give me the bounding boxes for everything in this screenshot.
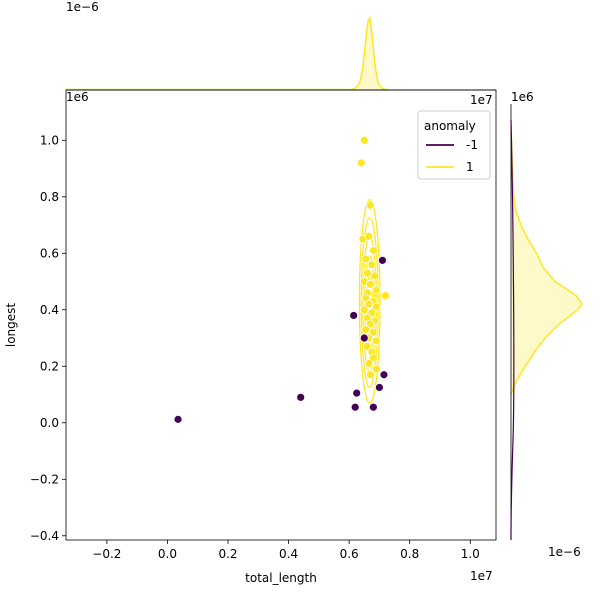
right-marginal-density-line [510, 126, 583, 395]
x-tick-label: 0.8 [400, 547, 419, 561]
top-marginal-x-offset-label: 1e7 [470, 93, 493, 107]
y-axis-title: longest [4, 303, 18, 348]
scatter-point-normal [367, 308, 377, 317]
x-axis-offset-label: 1e7 [470, 569, 493, 583]
scatter-point-normal [381, 291, 390, 301]
legend: anomaly -1 1 [417, 110, 491, 180]
scatter-points [173, 135, 390, 424]
y-tick-label: 0.2 [40, 359, 59, 373]
scatter-point-anomaly [378, 255, 387, 265]
right-marginal-y-offset-label: 1e6 [511, 90, 534, 104]
scatter-point-normal [359, 305, 369, 315]
x-axis-title: total_length [245, 571, 317, 585]
scatter-point-normal [361, 325, 371, 334]
scatter-point-normal [365, 200, 375, 210]
kde-contour [358, 198, 381, 404]
y-axis-ticks: −0.4 −0.2 0.0 0.2 0.4 0.6 0.8 1.0 [30, 133, 66, 543]
top-marginal-density-line [66, 15, 389, 91]
x-axis-ticks: −0.2 0.0 0.2 0.4 0.6 0.8 1.0 [92, 540, 480, 561]
scatter-point-normal [362, 268, 372, 278]
y-tick-label: −0.2 [30, 472, 59, 486]
scatter-point-normal [371, 302, 381, 312]
x-tick-label: 0.4 [279, 547, 298, 561]
y-tick-label: 0.8 [40, 190, 59, 204]
scatter-point-anomaly [352, 388, 362, 398]
scatter-point-normal [362, 342, 372, 351]
y-tick-label: 1.0 [40, 133, 59, 147]
y-tick-label: 0.4 [40, 303, 59, 317]
x-tick-label: 0.2 [218, 547, 237, 561]
x-tick-label: 1.0 [461, 547, 480, 561]
scatter-point-anomaly [173, 414, 183, 424]
scatter-point-anomaly [350, 402, 360, 412]
scatter-point-normal [364, 231, 374, 241]
scatter-point-anomaly [296, 392, 306, 402]
scatter-point-normal [371, 285, 381, 295]
scatter-point-normal [359, 135, 369, 145]
legend-label-neg1: -1 [466, 138, 478, 152]
right-marginal-density-fill [511, 126, 582, 395]
scatter-point-normal [367, 260, 377, 269]
scatter-point-normal [371, 336, 381, 346]
scatter-point-normal [364, 359, 374, 368]
kde-contour [360, 217, 379, 389]
scatter-point-anomaly [349, 311, 359, 320]
top-marginal-density-fill [349, 18, 389, 90]
x-tick-label: 0.6 [340, 547, 359, 561]
scatter-point-anomaly [375, 383, 384, 392]
scatter-point-normal [368, 327, 378, 337]
main-plot-area: −0.2 0.0 0.2 0.4 0.6 0.8 1.0 −0.4 −0.2 0.0 0.2 0.4… [4, 89, 497, 585]
scatter-point-normal [370, 271, 380, 281]
scatter-point-normal [368, 246, 378, 255]
scatter-point-anomaly [379, 370, 389, 380]
right-marginal-plot: 1e6 1e−6 [510, 90, 583, 559]
top-marginal-plot: 1e−6 1e7 [66, 0, 496, 107]
scatter-point-normal [365, 370, 375, 380]
right-marginal-offset-label: 1e−6 [548, 545, 581, 559]
scatter-point-anomaly [368, 402, 378, 412]
scatter-point-normal [371, 364, 381, 374]
legend-label-1: 1 [466, 160, 474, 174]
x-tick-label: 0.0 [158, 547, 177, 561]
scatter-point-normal [361, 254, 371, 264]
scatter-point-anomaly [359, 333, 369, 343]
y-tick-label: 0.0 [40, 416, 59, 430]
scatter-point-normal [368, 353, 378, 363]
y-tick-label: −0.4 [30, 529, 59, 543]
scatter-point-normal [356, 158, 366, 168]
main-plot-frame [65, 89, 497, 541]
y-axis-offset-label: 1e6 [66, 90, 89, 104]
y-tick-label: 0.6 [40, 246, 59, 260]
top-marginal-offset-label: 1e−6 [66, 0, 99, 14]
legend-title: anomaly [424, 119, 476, 133]
scatter-point-normal [364, 299, 374, 309]
right-marginal-anomaly-density-line [510, 119, 515, 541]
scatter-point-normal [365, 279, 375, 289]
x-tick-label: −0.2 [92, 547, 121, 561]
scatter-point-normal [365, 319, 375, 329]
